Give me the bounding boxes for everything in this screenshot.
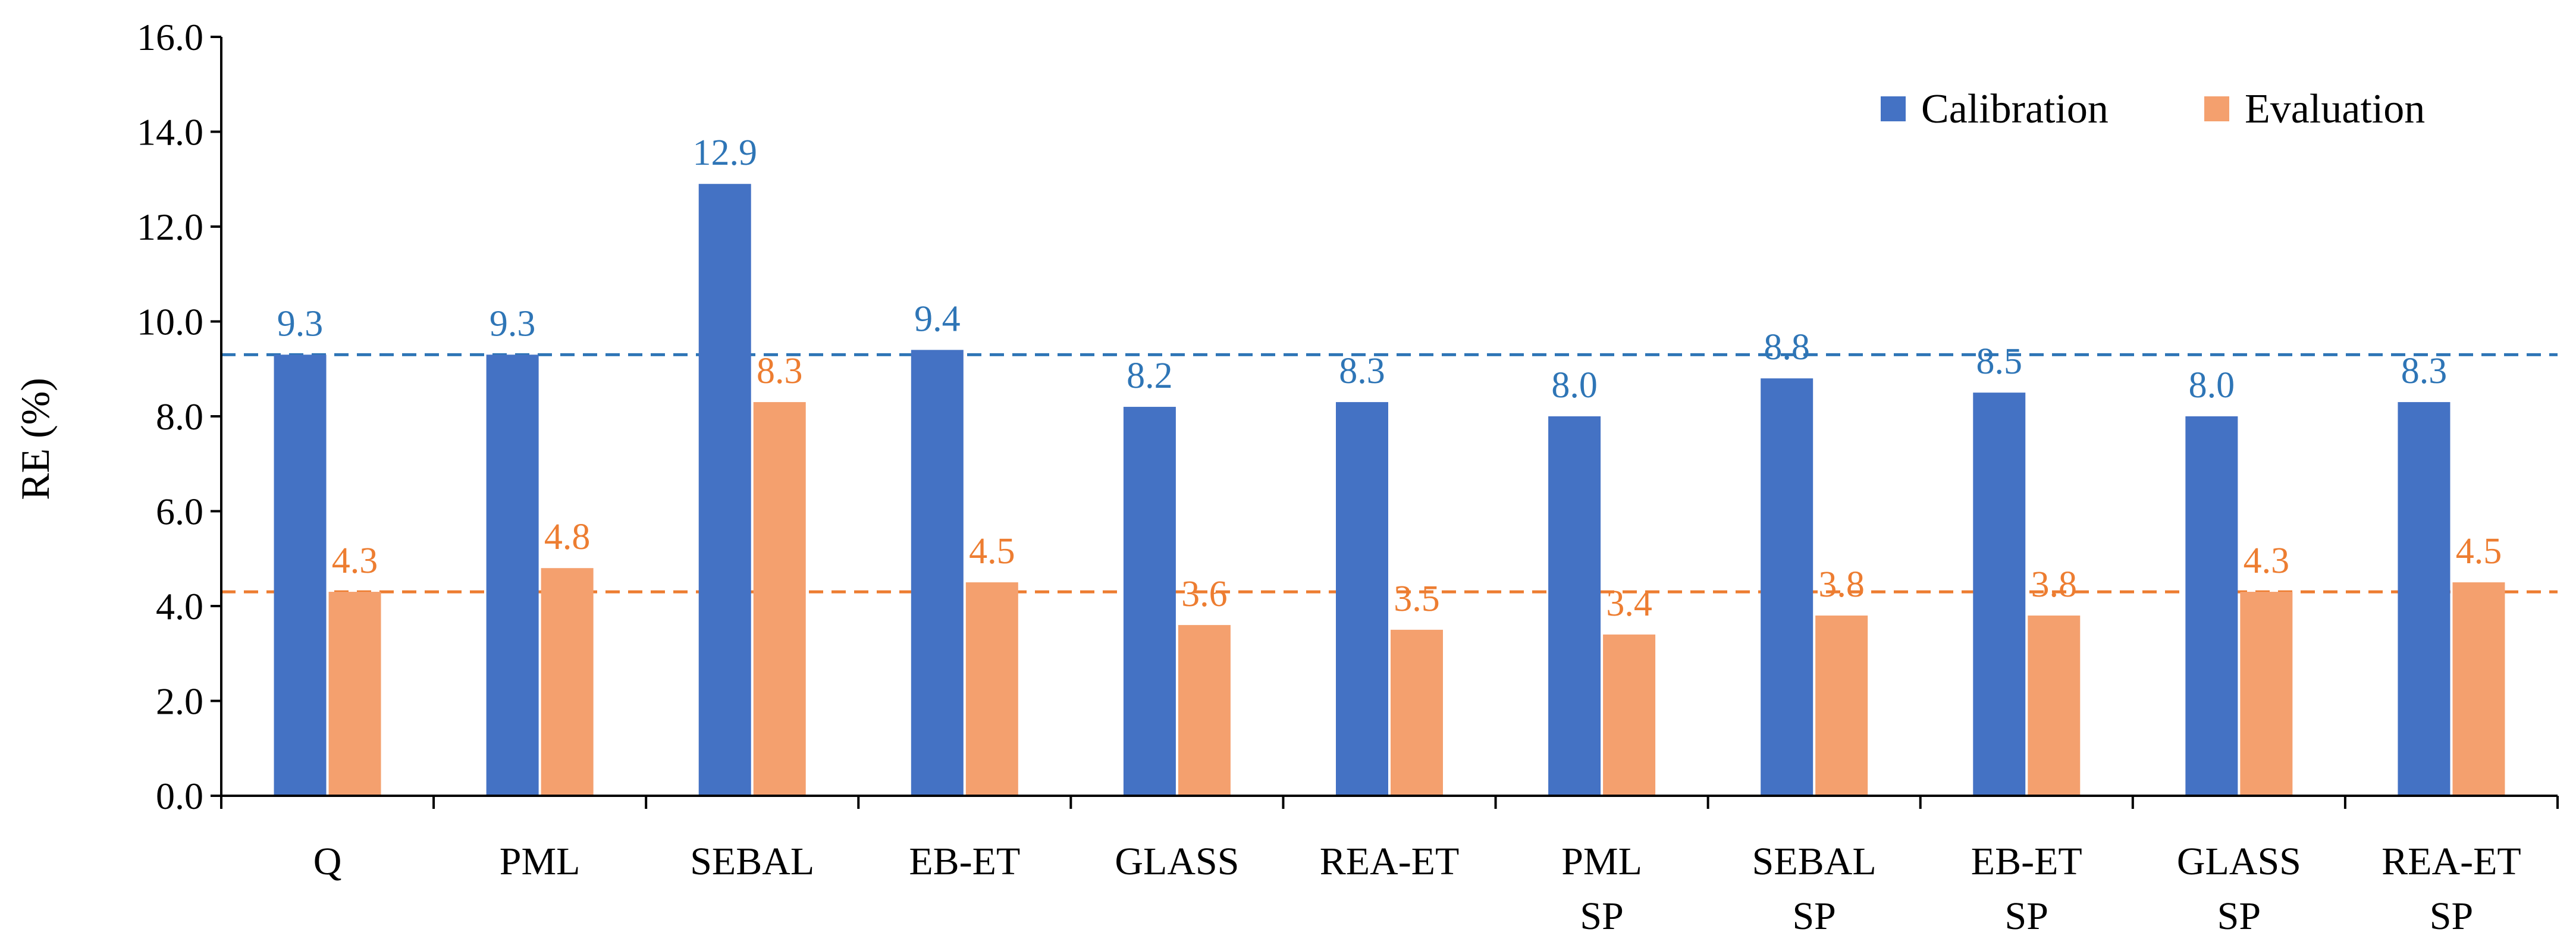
data-label-evaluation-0: 4.3 (332, 541, 378, 581)
bar-evaluation-2 (753, 402, 806, 796)
x-tick-label: Q (313, 840, 342, 883)
data-label-calibration-5: 8.3 (1339, 351, 1385, 391)
y-tick-label: 2.0 (156, 680, 203, 723)
bar-calibration-5 (1336, 402, 1388, 796)
x-tick-label: GLASS (1115, 840, 1239, 883)
x-tick-label-line: GLASS (2177, 840, 2301, 883)
x-tick-label-line: GLASS (1115, 840, 1239, 883)
bar-calibration-0 (274, 354, 327, 796)
data-label-calibration-10: 8.3 (2401, 351, 2448, 391)
data-label-evaluation-5: 3.5 (1394, 579, 1440, 619)
x-tick-label: EB-ET SP (1971, 840, 2082, 938)
reference-lines (221, 353, 2558, 594)
data-label-evaluation-6: 3.4 (1606, 583, 1652, 624)
y-tick-label: 14.0 (137, 111, 203, 153)
data-label-calibration-6: 8.0 (1551, 365, 1598, 406)
x-tick-label: GLASS SP (2177, 840, 2301, 938)
data-label-evaluation-2: 8.3 (757, 351, 803, 391)
x-tick-label: PML SP (1561, 840, 1642, 938)
bar-evaluation-8 (2028, 615, 2081, 796)
x-tick-label: PML (500, 840, 581, 883)
bars (274, 184, 2505, 796)
data-label-evaluation-9: 4.3 (2244, 541, 2290, 581)
bar-evaluation-7 (1815, 615, 1868, 796)
x-tick-label-line: SP (1792, 894, 1835, 938)
data-label-calibration-0: 9.3 (277, 303, 324, 344)
y-tick-label: 12.0 (137, 206, 203, 248)
data-label-evaluation-7: 3.8 (1818, 564, 1865, 605)
x-tick-label: SEBAL SP (1752, 840, 1877, 938)
x-tick-label-line: SEBAL (690, 840, 814, 883)
data-label-evaluation-1: 4.8 (544, 517, 591, 557)
x-tick-label-line: EB-ET (909, 840, 1020, 883)
y-tick-label: 10.0 (137, 301, 203, 343)
bar-calibration-9 (2185, 416, 2238, 796)
bar-evaluation-4 (1178, 624, 1231, 796)
x-tick-label: EB-ET (909, 840, 1020, 883)
y-tick-label: 16.0 (137, 16, 203, 58)
y-tick-label: 8.0 (156, 396, 203, 438)
x-tick-label: SEBAL (690, 840, 814, 883)
bar-calibration-4 (1123, 407, 1176, 796)
legend-swatch-evaluation (2204, 96, 2229, 121)
x-tick-label-line: EB-ET (1971, 840, 2082, 883)
bar-calibration-10 (2398, 402, 2451, 796)
data-label-evaluation-3: 4.5 (969, 531, 1015, 572)
legend-label-evaluation: Evaluation (2245, 86, 2425, 132)
x-tick-label-line: SEBAL (1752, 840, 1877, 883)
data-label-evaluation-10: 4.5 (2456, 531, 2502, 572)
legend-swatch-calibration (1881, 96, 1906, 121)
y-tick-label: 6.0 (156, 491, 203, 533)
legend-label-calibration: Calibration (1921, 86, 2109, 132)
bar-calibration-6 (1548, 416, 1601, 796)
x-tick-label-line: Q (313, 840, 342, 883)
data-label-calibration-3: 9.4 (914, 299, 961, 339)
x-tick-label: REA-ET SP (2382, 840, 2521, 938)
y-axis-title: RE (%) (12, 378, 58, 500)
data-label-calibration-2: 12.9 (692, 133, 757, 173)
y-tick-label: 4.0 (156, 585, 203, 627)
data-label-calibration-9: 8.0 (2189, 365, 2235, 406)
legend: Calibration Evaluation (1881, 86, 2425, 132)
x-tick-label-line: REA-ET (1320, 840, 1460, 883)
data-label-calibration-1: 9.3 (490, 303, 536, 344)
x-tick-label: REA-ET (1320, 840, 1460, 883)
data-labels: 9.3 4.3 9.3 4.8 12.9 8.3 9.4 4.5 8.2 3.6 8.3 3.5 8.0… (277, 133, 2502, 624)
data-label-calibration-7: 8.8 (1764, 327, 1810, 368)
bar-evaluation-3 (965, 582, 1018, 796)
y-tick-label: 0.0 (156, 775, 203, 817)
data-label-calibration-8: 8.5 (1976, 341, 2023, 382)
bar-evaluation-0 (328, 592, 381, 796)
x-tick-label-line: SP (2430, 894, 2473, 938)
bar-evaluation-10 (2452, 582, 2505, 796)
bar-evaluation-1 (541, 568, 594, 796)
bar-evaluation-6 (1603, 634, 1656, 796)
bar-evaluation-9 (2240, 592, 2293, 796)
bar-calibration-8 (1973, 393, 2026, 796)
data-label-evaluation-8: 3.8 (2031, 564, 2078, 605)
x-tick-label-line: SP (2005, 894, 2048, 938)
x-tick-label-line: PML (500, 840, 581, 883)
bar-calibration-2 (698, 184, 751, 796)
bar-evaluation-5 (1391, 629, 1443, 796)
bar-calibration-7 (1761, 378, 1813, 796)
x-tick-label-line: REA-ET (2382, 840, 2521, 883)
x-tick-label-line: PML (1561, 840, 1642, 883)
y-axis-ticks: 0.0 2.0 4.0 6.0 8.0 10.0 12.0 14.0 16.0 (137, 16, 221, 817)
data-label-evaluation-4: 3.6 (1181, 574, 1228, 614)
x-tick-label-line: SP (1580, 894, 1623, 938)
x-tick-label-line: SP (2217, 894, 2261, 938)
data-label-calibration-4: 8.2 (1127, 356, 1173, 396)
bar-calibration-1 (486, 354, 539, 796)
bar-calibration-3 (911, 350, 964, 796)
